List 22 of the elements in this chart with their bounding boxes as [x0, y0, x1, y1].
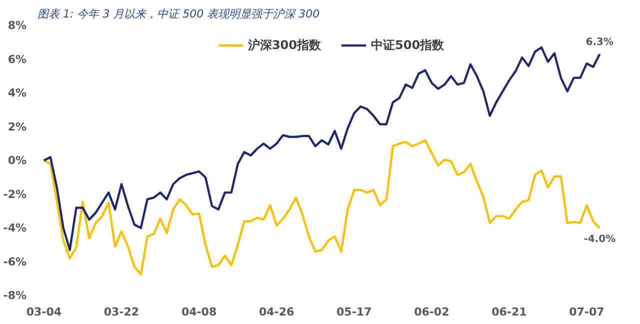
y-tick-label: 4%: [8, 86, 27, 100]
y-tick-label: -2%: [3, 188, 27, 201]
legend-label: 中证500指数: [371, 36, 444, 54]
y-tick-label: 6%: [8, 52, 27, 66]
x-tick-label: 06-21: [492, 306, 527, 318]
chart-title: 图表 1: 今年 3 月以来，中证 500 表现明显强于沪深 300: [38, 8, 320, 20]
x-tick-label: 03-22: [104, 306, 140, 318]
legend-label: 沪深300指数: [248, 36, 321, 54]
y-tick-label: -8%: [3, 289, 27, 302]
y-tick-label: 2%: [8, 120, 27, 134]
y-tick-label: 0%: [8, 154, 27, 167]
data-label: 6.3%: [586, 37, 614, 48]
x-tick-label: 07-07: [569, 306, 604, 318]
x-tick-label: 04-08: [181, 306, 217, 318]
x-tick-label: 04-26: [258, 306, 295, 318]
x-tick-label: 06-02: [414, 306, 450, 318]
x-tick-label: 03-04: [26, 306, 62, 318]
x-tick-label: 05-17: [336, 306, 372, 318]
y-tick-label: -4%: [3, 222, 27, 234]
data-label: -4.0%: [584, 234, 616, 245]
y-tick-label: -6%: [3, 255, 27, 268]
y-tick-label: 8%: [8, 19, 27, 32]
